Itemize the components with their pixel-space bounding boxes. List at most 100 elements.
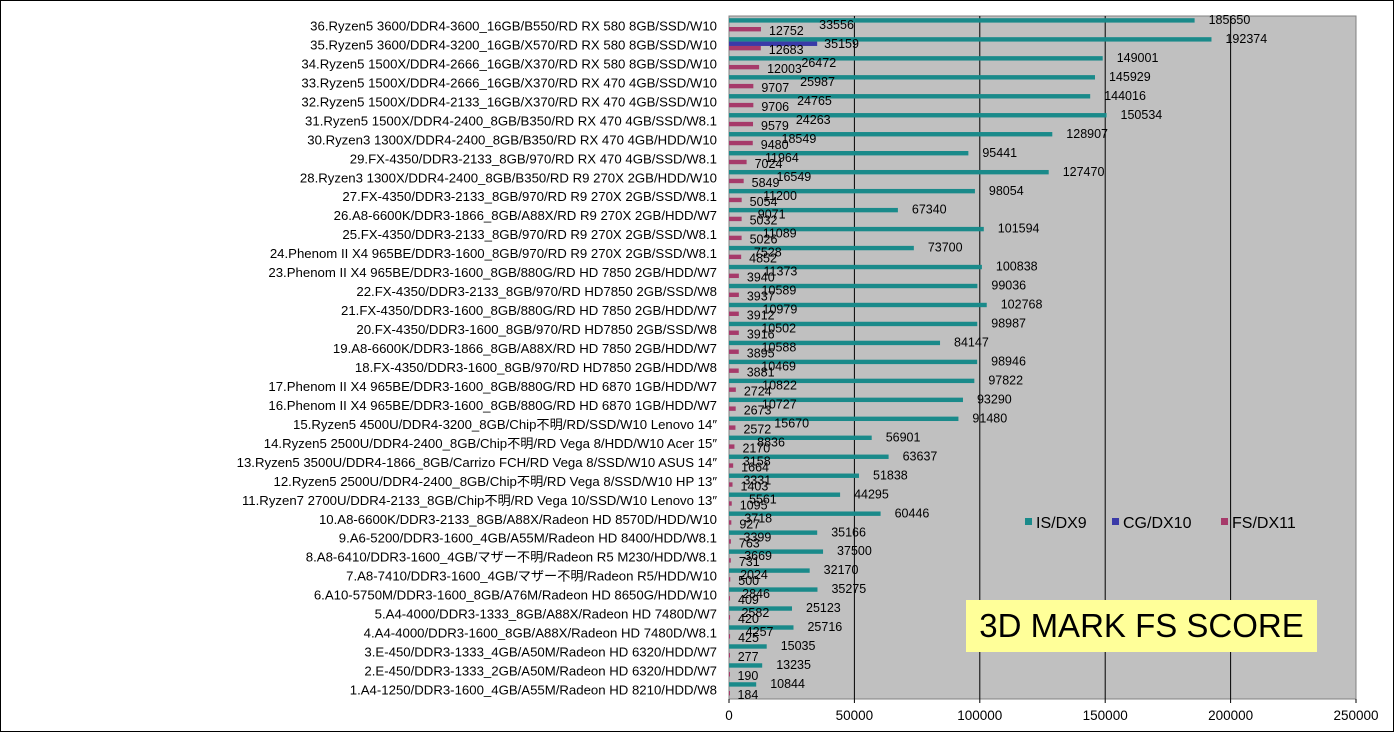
bar-is-dx9 — [729, 587, 818, 592]
x-tick-label: 100000 — [957, 708, 1002, 723]
bar-fs-dx11 — [729, 691, 730, 696]
bar-fs-dx11 — [729, 140, 753, 146]
data-label-fs-dx11: 3895 — [747, 347, 775, 361]
x-tick-label: 150000 — [1083, 708, 1128, 723]
data-label-fs-dx11: 4852 — [749, 252, 777, 266]
category-label: 13.Ryzen5 3500U/DDR4-1866_8GB/Carrizo FC… — [237, 455, 718, 470]
data-label-fs-dx11: 12003 — [767, 62, 802, 76]
data-label-is-dx9: 97822 — [988, 373, 1023, 387]
data-label-fs-dx11: 2673 — [744, 403, 772, 417]
data-label-is-dx9: 102768 — [1001, 298, 1043, 312]
category-label: 19.A8-6600K/DDR3-1866_8GB/A88X/RD HD 785… — [333, 341, 717, 356]
data-label-extra: 2846 — [742, 587, 770, 601]
data-label-extra: 24765 — [797, 94, 832, 108]
x-tick-label: 200000 — [1208, 708, 1253, 723]
data-label-is-dx9: 56901 — [886, 430, 921, 444]
bar-fs-dx11 — [729, 501, 732, 506]
data-label-is-dx9: 185650 — [1209, 13, 1251, 27]
data-label-is-dx9: 127470 — [1063, 165, 1105, 179]
bar-fs-dx11 — [729, 197, 742, 203]
data-label-extra: 10822 — [762, 378, 797, 392]
bar-fs-dx11 — [729, 387, 736, 392]
x-tick-label: 0 — [725, 708, 733, 723]
data-label-fs-dx11: 3937 — [747, 290, 775, 304]
category-label: 33.Ryzen5 1500X/DDR4-2666_16GB/X370/RD R… — [301, 75, 717, 90]
data-label-fs-dx11: 9706 — [761, 100, 789, 114]
bar-is-dx9 — [729, 378, 975, 384]
bar-fs-dx11 — [729, 45, 761, 51]
data-label-fs-dx11: 9579 — [761, 119, 789, 133]
data-label-fs-dx11: 1403 — [741, 479, 769, 493]
bar-fs-dx11 — [729, 368, 739, 373]
bar-is-dx9 — [729, 188, 975, 194]
bar-is-dx9 — [729, 606, 793, 611]
category-label: 7.A8-7410/DDR3-1600_4GB/マザー不明/Radeon R5/… — [346, 569, 717, 584]
data-label-is-dx9: 99036 — [991, 279, 1026, 293]
category-label: 35.Ryzen5 3600/DDR4-3200_16GB/X570/RD RX… — [310, 37, 717, 52]
bar-fs-dx11 — [729, 159, 747, 165]
data-label-is-dx9: 128907 — [1066, 127, 1108, 141]
category-label: 12.Ryzen5 2500U/DDR4-2400_8GB/Chip不明/RD … — [274, 474, 718, 489]
bar-is-dx9 — [729, 454, 889, 459]
category-label: 31.Ryzen5 1500X/DDR4-2400_8GB/B350/RD RX… — [305, 113, 717, 128]
category-label: 1.A4-1250/DDR3-1600_4GB/A55M/Radeon HD 8… — [350, 683, 717, 698]
bar-fs-dx11 — [729, 444, 735, 449]
data-label-fs-dx11: 420 — [738, 612, 759, 626]
data-label-cg-dx10: 35159 — [824, 37, 859, 51]
category-label: 22.FX-4350/DDR3-2133_8GB/970/RD HD7850 2… — [356, 284, 717, 299]
bar-fs-dx11 — [729, 311, 739, 316]
data-label-extra: 26472 — [801, 56, 836, 70]
bar-fs-dx11 — [729, 482, 733, 487]
legend-swatch — [1025, 518, 1032, 525]
bar-is-dx9 — [729, 226, 984, 232]
data-label-fs-dx11: 5032 — [750, 214, 778, 228]
bar-is-dx9 — [729, 511, 881, 516]
data-label-fs-dx11: 2170 — [742, 441, 770, 455]
category-label: 21.FX-4350/DDR3-1600_8GB/880G/RD HD 7850… — [341, 303, 717, 318]
bar-fs-dx11 — [729, 558, 731, 563]
bar-is-dx9 — [729, 568, 810, 573]
data-label-fs-dx11: 1664 — [741, 460, 769, 474]
category-label: 17.Phenom II X4 965BE/DDR3-1600_8GB/880G… — [268, 379, 717, 394]
category-label: 36.Ryzen5 3600/DDR4-3600_16GB/B550/RD RX… — [310, 18, 717, 33]
category-label: 20.FX-4350/DDR3-1600_8GB/970/RD HD7850 2… — [356, 322, 717, 337]
data-label-is-dx9: 73700 — [928, 241, 963, 255]
bar-fs-dx11 — [729, 520, 732, 525]
category-label: 5.A4-4000/DDR3-1333_8GB/A88X/Radeon HD 7… — [375, 607, 717, 622]
data-label-fs-dx11: 425 — [738, 631, 759, 645]
data-label-extra: 16549 — [777, 170, 812, 184]
bar-is-dx9 — [729, 321, 978, 327]
bar-is-dx9 — [729, 530, 818, 535]
data-label-fs-dx11: 3881 — [747, 366, 775, 380]
data-label-fs-dx11: 5849 — [752, 176, 780, 190]
bar-fs-dx11 — [729, 577, 731, 582]
data-label-is-dx9: 51838 — [873, 468, 908, 482]
bar-fs-dx11 — [729, 64, 760, 70]
bar-is-dx9 — [729, 435, 872, 440]
data-label-is-dx9: 37500 — [837, 544, 872, 558]
bar-is-dx9 — [729, 302, 987, 308]
bar-is-dx9 — [729, 682, 757, 687]
category-label: 16.Phenom II X4 965BE/DDR3-1600_8GB/880G… — [268, 398, 717, 413]
bar-is-dx9 — [729, 207, 898, 213]
bar-is-dx9 — [729, 625, 794, 630]
category-label: 8.A8-6410/DDR3-1600_4GB/マザー不明/Radeon R5 … — [306, 550, 717, 565]
category-label: 14.Ryzen5 2500U/DDR4-2400_8GB/Chip不明/RD … — [264, 436, 718, 451]
data-label-is-dx9: 98054 — [989, 184, 1024, 198]
data-label-extra: 2024 — [740, 568, 768, 582]
data-label-extra: 33556 — [819, 18, 854, 32]
bar-is-dx9 — [729, 37, 1212, 42]
bar-is-dx9 — [729, 75, 1095, 80]
data-label-is-dx9: 25716 — [807, 620, 842, 634]
bar-is-dx9 — [729, 549, 824, 554]
data-label-is-dx9: 192374 — [1225, 32, 1267, 46]
data-label-extra: 4257 — [746, 625, 774, 639]
category-label: 10.A8-6600K/DDR3-2133_8GB/A88X/Radeon HD… — [319, 512, 717, 527]
data-label-extra: 3158 — [743, 454, 771, 468]
bar-fs-dx11 — [729, 83, 754, 89]
data-label-extra: 10979 — [763, 303, 798, 317]
data-label-extra: 10502 — [761, 322, 796, 336]
data-label-fs-dx11: 5054 — [750, 195, 778, 209]
